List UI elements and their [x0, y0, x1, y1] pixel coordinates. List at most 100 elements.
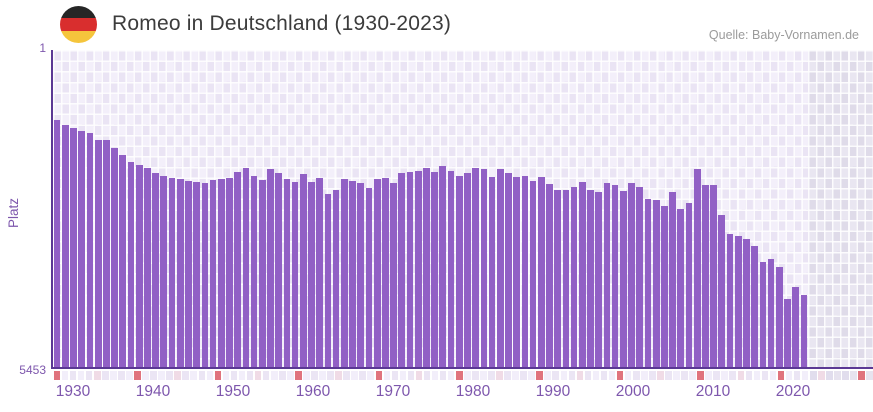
y-axis-label: Platz	[6, 198, 21, 229]
bar	[382, 177, 389, 367]
bar	[726, 233, 734, 367]
bar	[127, 162, 135, 367]
bar	[86, 133, 94, 367]
strip-cell	[568, 370, 576, 380]
bar	[70, 128, 77, 367]
bar	[135, 164, 143, 367]
bar	[349, 181, 356, 367]
bar	[677, 208, 685, 367]
strip-cell	[793, 370, 801, 380]
bar	[258, 179, 266, 367]
bar	[250, 176, 258, 367]
strip-decade-marker	[295, 370, 302, 380]
bar	[611, 185, 619, 367]
bar	[628, 183, 635, 367]
strip-cell	[423, 370, 431, 380]
bar	[176, 178, 184, 367]
strip-cell	[126, 370, 133, 380]
bar	[644, 198, 652, 367]
strip-decade-marker	[214, 370, 222, 380]
x-axis-tick: 2000	[615, 383, 651, 400]
bar	[578, 181, 586, 367]
strip-cell	[327, 370, 334, 380]
bar	[693, 169, 701, 367]
strip-cell	[77, 370, 85, 380]
strip-cell	[359, 370, 366, 380]
bar	[447, 171, 455, 367]
bar	[357, 182, 365, 367]
bar	[521, 176, 529, 367]
strip-decade-marker	[536, 370, 543, 380]
strip-cell	[528, 370, 535, 380]
bar	[603, 183, 611, 367]
strip-cell	[61, 370, 69, 380]
bar	[587, 189, 594, 367]
y-axis-line	[51, 50, 53, 369]
timeline-strip	[53, 370, 873, 380]
strip-cell	[198, 370, 206, 380]
strip-cell	[632, 370, 640, 380]
strip-cell	[150, 370, 157, 380]
strip-halfdecade-marker	[335, 370, 342, 380]
bar	[62, 125, 69, 367]
strip-cell	[246, 370, 254, 380]
strip-cell	[166, 370, 173, 380]
bar	[759, 261, 767, 367]
strip-cell	[560, 370, 568, 380]
strip-cell	[447, 370, 455, 380]
strip-cell	[463, 370, 471, 380]
strip-cell	[624, 370, 632, 380]
bar	[546, 184, 553, 367]
bar	[505, 173, 512, 367]
strip-cell	[785, 370, 793, 380]
strip-cell	[118, 370, 125, 380]
strip-cell	[689, 370, 696, 380]
strip-cell	[608, 370, 616, 380]
strip-cell	[640, 370, 648, 380]
strip-cell	[472, 370, 479, 380]
bar	[201, 183, 209, 367]
strip-decade-marker	[53, 370, 61, 380]
strip-decade-marker	[777, 370, 785, 380]
strip-cell	[809, 370, 817, 380]
bar	[324, 194, 332, 367]
strip-halfdecade-marker	[254, 370, 262, 380]
bar	[94, 139, 102, 367]
bar	[226, 177, 233, 367]
bar	[283, 178, 291, 367]
bar	[316, 177, 324, 367]
x-axis-tick: 1980	[455, 383, 491, 400]
bar	[414, 171, 422, 367]
strip-cell	[552, 370, 560, 380]
bar	[529, 181, 537, 367]
bar	[267, 168, 274, 367]
bar	[431, 172, 438, 367]
bars-layer	[53, 50, 809, 367]
x-axis-tick: 1990	[535, 383, 571, 400]
strip-halfdecade-marker	[496, 370, 503, 380]
strip-cell	[753, 370, 761, 380]
bar	[242, 167, 250, 367]
bar	[775, 266, 783, 367]
bar	[488, 176, 496, 367]
strip-cell	[431, 370, 439, 380]
strip-decade-marker	[616, 370, 624, 380]
bar	[373, 178, 381, 367]
strip-cell	[182, 370, 189, 380]
bar	[554, 189, 562, 367]
strip-cell	[729, 370, 737, 380]
bar	[423, 167, 430, 367]
strip-cell	[69, 370, 77, 380]
strip-cell	[850, 370, 857, 380]
flag-stripe-red	[60, 18, 97, 31]
strip-halfdecade-marker	[93, 370, 101, 380]
strip-cell	[270, 370, 278, 380]
strip-halfdecade-marker	[174, 370, 181, 380]
no-data-region	[808, 50, 873, 367]
bar	[718, 214, 726, 367]
bar	[562, 189, 570, 367]
strip-cell	[351, 370, 358, 380]
strip-decade-marker	[697, 370, 704, 380]
strip-cell	[761, 370, 769, 380]
